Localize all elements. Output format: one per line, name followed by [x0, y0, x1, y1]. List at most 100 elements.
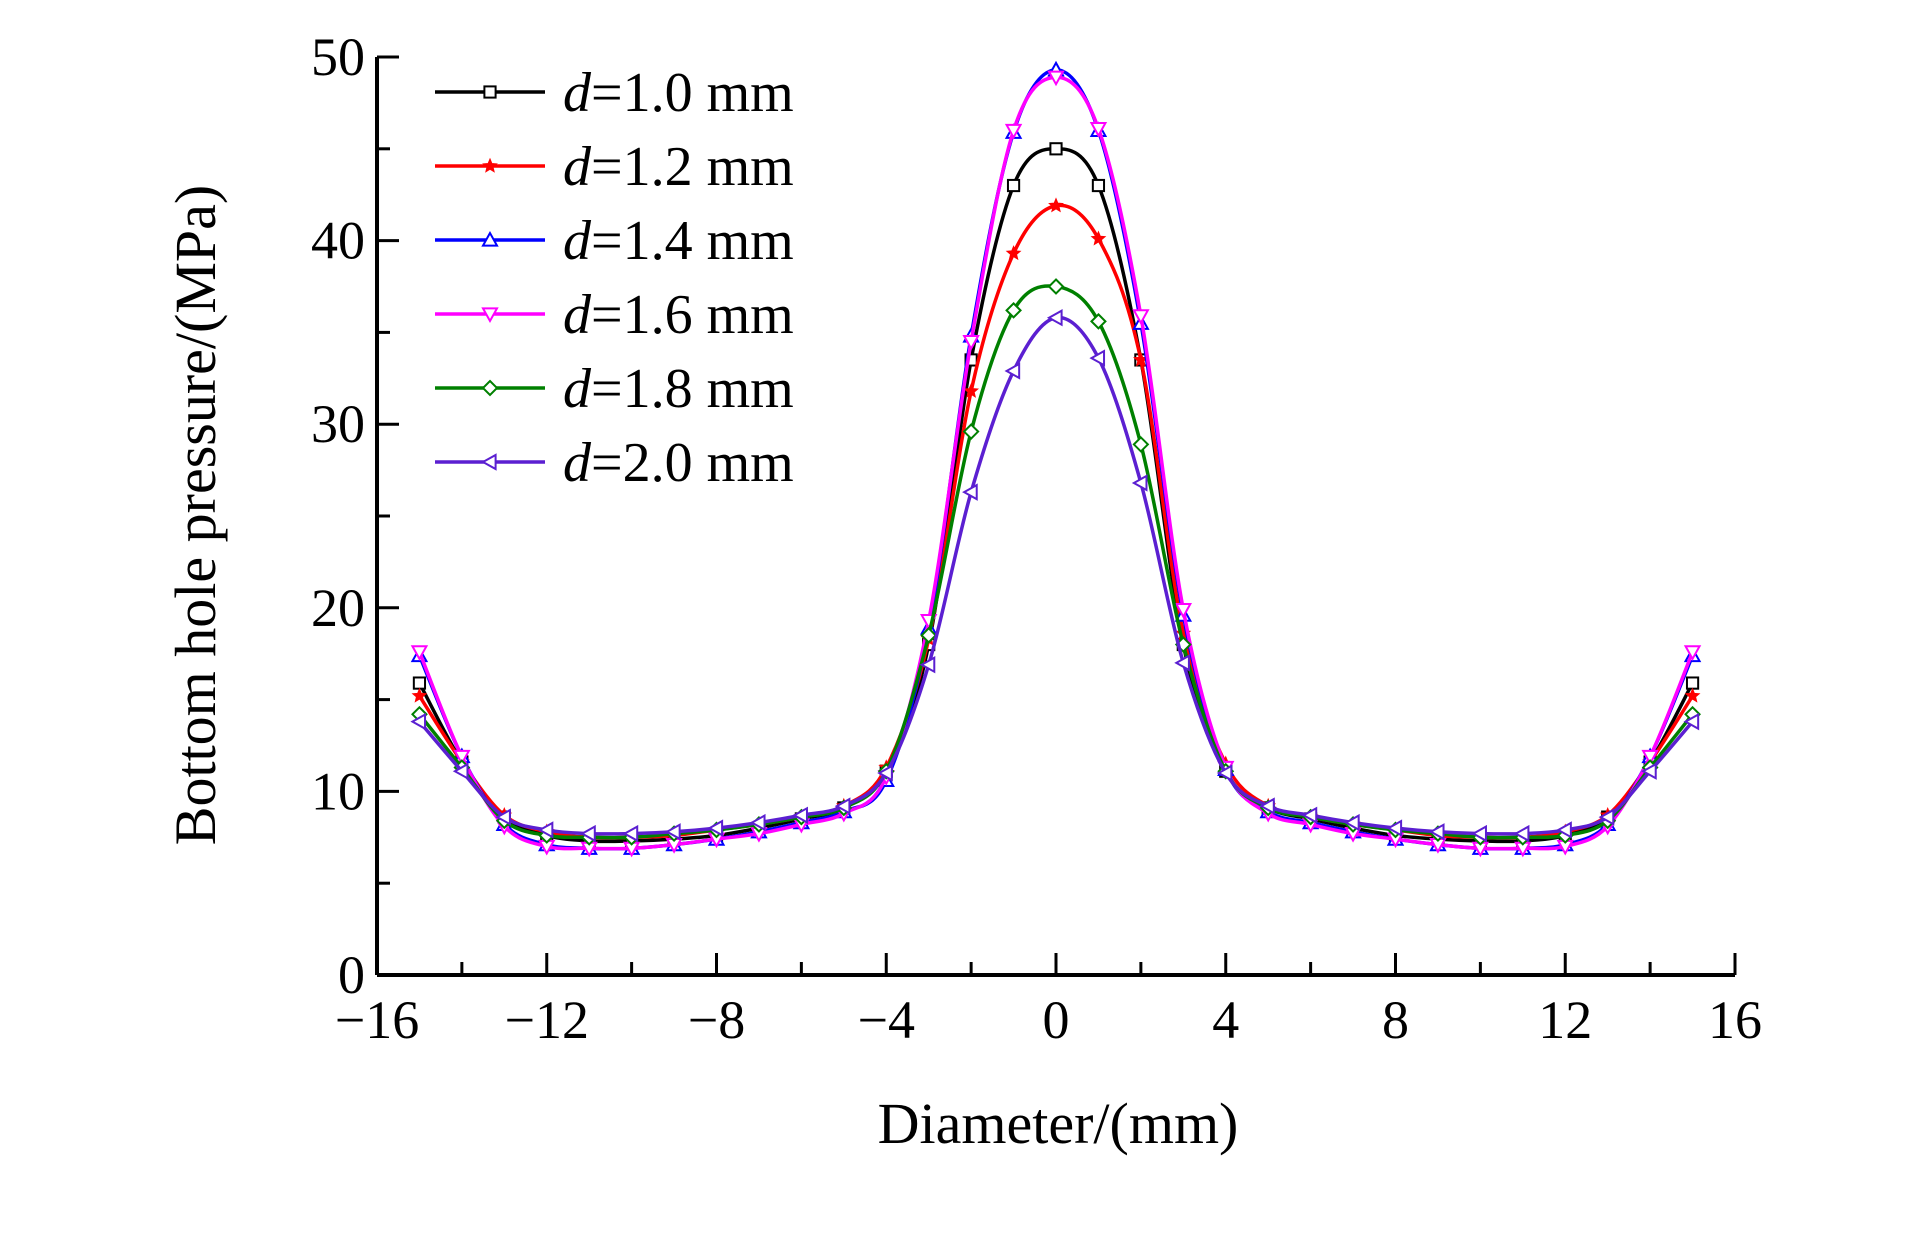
marker-triangle-left	[1428, 823, 1445, 841]
marker-triangle-left	[1683, 712, 1700, 731]
marker-triangle-left	[1386, 819, 1403, 837]
legend-label: d=1.8 mm	[563, 358, 794, 420]
marker-square	[1006, 178, 1021, 193]
legend-label-variable: d	[563, 210, 592, 272]
marker-square	[412, 676, 427, 690]
legend-label-value: =1.2 mm	[591, 136, 794, 198]
marker-triangle-left	[877, 764, 893, 782]
marker-diamond	[920, 626, 938, 644]
legend-label: d=1.0 mm	[563, 62, 794, 124]
marker-triangle-down	[962, 334, 980, 351]
x-tick-label: −12	[505, 990, 589, 1050]
marker-triangle-down	[1089, 122, 1108, 138]
legend-label-value: =2.0 mm	[591, 432, 794, 494]
marker-triangle-left	[1641, 762, 1657, 780]
marker-triangle-left	[1259, 797, 1275, 815]
legend-label: d=1.2 mm	[563, 136, 794, 198]
marker-diamond	[962, 423, 980, 440]
marker-triangle-down	[1004, 123, 1023, 140]
marker-triangle-left	[1344, 813, 1360, 832]
marker-star	[411, 687, 428, 703]
marker-triangle-down	[1047, 70, 1065, 87]
marker-triangle-left	[707, 819, 724, 837]
legend-label: d=2.0 mm	[563, 432, 794, 494]
marker-triangle-down	[1641, 749, 1659, 766]
legend-label-variable: d	[563, 432, 592, 494]
marker-square	[1091, 178, 1106, 193]
marker-triangle-left	[1216, 764, 1233, 782]
marker-triangle-down	[1683, 645, 1702, 661]
y-tick-label: 10	[311, 761, 365, 821]
y-tick-label: 20	[311, 578, 365, 638]
marker-diamond	[1090, 312, 1107, 330]
marker-triangle-left	[665, 823, 681, 841]
y-tick-label: 0	[338, 945, 365, 1005]
legend-label-variable: d	[563, 284, 592, 346]
marker-triangle-down	[1132, 309, 1150, 325]
y-tick-label: 40	[311, 211, 365, 271]
marker-star	[1090, 230, 1107, 246]
legend: d=1.0 mmd=1.2 mmd=1.4 mmd=1.6 mmd=1.8 mm…	[435, 62, 794, 494]
legend-entry: d=1.4 mm	[435, 210, 794, 272]
marker-triangle-left	[1131, 474, 1148, 492]
marker-diamond	[1132, 435, 1150, 453]
marker-triangle-down	[410, 645, 429, 661]
legend-label: d=1.6 mm	[563, 284, 794, 346]
legend-entry: d=1.8 mm	[435, 358, 794, 420]
marker-star	[1048, 197, 1064, 213]
legend-label-variable: d	[563, 358, 592, 420]
x-tick-label: 4	[1212, 990, 1239, 1050]
series-6	[410, 309, 1700, 843]
marker-triangle-left	[495, 808, 511, 826]
marker-triangle-up	[481, 230, 499, 247]
marker-square	[483, 85, 497, 99]
marker-triangle-left	[410, 712, 427, 731]
marker-diamond	[1005, 301, 1022, 319]
marker-triangle-left	[962, 483, 978, 501]
legend-entry: d=1.6 mm	[435, 284, 794, 346]
x-tick-label: −16	[335, 990, 419, 1050]
marker-triangle-left	[1089, 349, 1106, 367]
plot-area	[410, 60, 1702, 858]
legend-entry: d=1.0 mm	[435, 62, 794, 124]
x-tick-label: −8	[688, 990, 745, 1050]
marker-triangle-left	[580, 824, 596, 843]
legend-label-value: =1.6 mm	[591, 284, 794, 346]
x-tick-label: 8	[1382, 990, 1409, 1050]
marker-star	[1684, 687, 1701, 703]
axes: −16 −12 −8 −4 0 4 8 12 16 0 10 20 30 40 50	[311, 27, 1762, 1050]
y-axis-title: Bottom hole pressure/(MPa)	[163, 185, 228, 845]
y-tick-label: 30	[311, 394, 365, 454]
marker-square	[1685, 676, 1700, 690]
marker-diamond	[481, 379, 499, 397]
marker-triangle-left	[480, 453, 497, 471]
marker-triangle-down	[481, 307, 499, 324]
marker-triangle-left	[1598, 808, 1615, 826]
legend-label: d=1.4 mm	[563, 210, 794, 272]
x-tick-label: 12	[1538, 990, 1592, 1050]
legend-label-value: =1.0 mm	[591, 62, 794, 124]
marker-star	[1005, 245, 1022, 261]
marker-triangle-left	[792, 806, 808, 824]
marker-triangle-left	[1471, 824, 1487, 843]
marker-square	[1049, 142, 1063, 156]
marker-triangle-left	[749, 813, 766, 832]
x-tick-label: −4	[858, 990, 915, 1050]
legend-label-value: =1.8 mm	[591, 358, 794, 420]
legend-label-variable: d	[563, 136, 592, 198]
marker-triangle-left	[452, 762, 469, 780]
legend-label-variable: d	[563, 62, 592, 124]
y-tick-label: 50	[311, 27, 365, 87]
marker-star	[482, 157, 498, 173]
x-axis-title: Diameter/(mm)	[878, 1091, 1239, 1156]
marker-triangle-left	[1046, 309, 1063, 327]
x-tick-label: 0	[1043, 990, 1070, 1050]
marker-triangle-left	[1556, 821, 1572, 839]
marker-triangle-left	[537, 821, 554, 839]
marker-star	[963, 382, 980, 398]
marker-triangle-left	[1513, 824, 1530, 843]
marker-triangle-left	[1301, 806, 1318, 824]
marker-triangle-left	[919, 656, 936, 674]
marker-triangle-left	[1004, 362, 1021, 380]
legend-entry: d=1.2 mm	[435, 136, 794, 198]
